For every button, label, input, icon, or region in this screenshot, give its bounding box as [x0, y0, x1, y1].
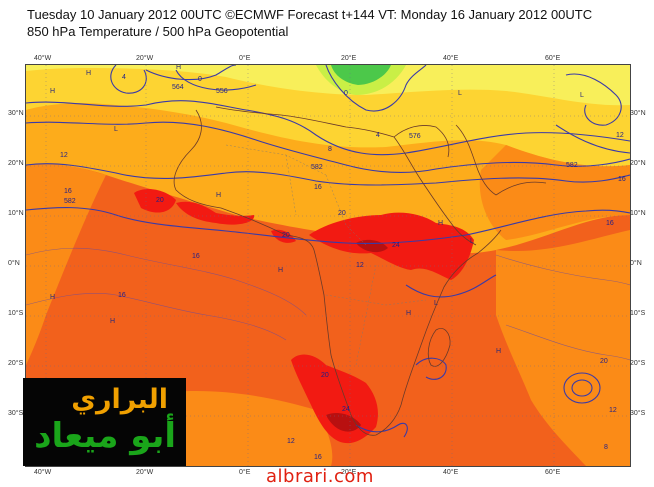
left-lat-tick: 20°N — [8, 160, 24, 167]
high-pressure-label: H — [86, 70, 91, 77]
low-pressure-label: L — [470, 238, 474, 245]
bottom-lon-tick: 40°W — [34, 469, 52, 476]
left-lat-tick: 10°S — [8, 310, 24, 317]
band-green — [331, 65, 391, 85]
right-lat-tick: 30°N — [630, 110, 646, 117]
left-lat-tick: 10°N — [8, 210, 24, 217]
contour-value-label: 20 — [282, 232, 290, 239]
right-lat-tick: 0°N — [630, 260, 642, 267]
right-lat-tick: 10°N — [630, 210, 646, 217]
coastlines — [173, 106, 547, 436]
high-pressure-label: H — [278, 267, 283, 274]
bottom-lon-tick: 20°W — [136, 469, 154, 476]
high-pressure-label: H — [176, 65, 181, 71]
logo-line-1: البراري — [71, 384, 168, 415]
contour-value-label: 16 — [618, 176, 626, 183]
high-pressure-label: H — [496, 348, 501, 355]
high-pressure-label: H — [406, 310, 411, 317]
high-pressure-label: H — [216, 192, 221, 199]
contour-value-label: 582 — [64, 198, 76, 205]
contour-value-label: 16 — [314, 454, 322, 461]
contour-value-label: 20 — [338, 210, 346, 217]
contour-value-label: 16 — [606, 220, 614, 227]
low-pressure-label: L — [114, 126, 118, 133]
band-amber — [26, 65, 630, 167]
contour-value-label: 20 — [156, 197, 164, 204]
left-lat-tick: 30°N — [8, 110, 24, 117]
top-lon-tick: 40°W — [34, 55, 52, 62]
contour-value-label: 12 — [287, 438, 295, 445]
top-lon-tick: 0°E — [239, 55, 251, 62]
high-pressure-label: H — [50, 294, 55, 301]
contour-value-label: 12 — [609, 407, 617, 414]
contour-value-label: 16 — [118, 292, 126, 299]
brand-logo: البراري أبو ميعاد — [23, 378, 186, 466]
left-lat-tick: 30°S — [8, 410, 24, 417]
low-pressure-label: L — [434, 300, 438, 307]
contour-value-label: 0 — [344, 90, 348, 97]
west-orange — [26, 163, 106, 365]
contour-value-label: 8 — [604, 444, 608, 451]
east-orange-sector — [496, 230, 630, 466]
red-sahel-center — [176, 201, 255, 225]
right-lat-tick: 20°S — [630, 360, 646, 367]
high-pressure-label: H — [438, 220, 443, 227]
contour-value-label: 20 — [600, 358, 608, 365]
top-lon-tick: 20°E — [341, 55, 357, 62]
map-title: Tuesday 10 January 2012 00UTC ©ECMWF For… — [27, 7, 593, 22]
contour-value-label: 12 — [356, 262, 364, 269]
map-subtitle: 850 hPa Temperature / 500 hPa Geopotenti… — [27, 24, 289, 39]
right-lat-tick: 30°S — [630, 410, 646, 417]
bottom-lon-tick: 20°E — [341, 469, 357, 476]
contour-value-label: 4 — [122, 74, 126, 81]
contour-value-label: 24 — [392, 242, 400, 249]
high-pressure-label: H — [110, 318, 115, 325]
geopotential-contours — [26, 65, 630, 438]
right-lat-tick: 10°S — [630, 310, 646, 317]
top-lon-tick: 20°W — [136, 55, 154, 62]
right-lat-tick: 20°N — [630, 160, 646, 167]
left-lat-tick: 0°N — [8, 260, 20, 267]
contour-value-label: 16 — [192, 253, 200, 260]
contour-value-label: 556 — [216, 88, 228, 95]
red-sahel-west — [134, 189, 176, 213]
contour-value-label: 8 — [328, 146, 332, 153]
bottom-lon-tick: 40°E — [443, 469, 459, 476]
contour-value-label: 0 — [198, 76, 202, 83]
high-pressure-label: H — [50, 88, 55, 95]
top-lon-tick: 40°E — [443, 55, 459, 62]
top-lon-tick: 60°E — [545, 55, 561, 62]
contour-value-label: 582 — [311, 164, 323, 171]
low-pressure-label: L — [580, 92, 584, 99]
watermark: albrari.com — [266, 466, 374, 487]
pressure-label-layer: H L H H L H H H H L L H H H L — [50, 65, 584, 355]
contour-value-label: 576 — [409, 133, 421, 140]
red-west-africa — [271, 229, 296, 243]
contour-value-label: 24 — [342, 406, 350, 413]
contour-value-label: 12 — [60, 152, 68, 159]
bottom-lon-tick: 0°E — [239, 469, 251, 476]
contour-value-label: 16 — [314, 184, 322, 191]
contour-value-label: 16 — [64, 188, 72, 195]
contour-label-layer: 4 0 556 564 0 4 576 8 582 12 16 582 20 20 16 16 16 24 20 12… — [60, 74, 626, 461]
bottom-lon-tick: 60°E — [545, 469, 561, 476]
temperature-isolines — [26, 247, 630, 361]
low-pressure-label: L — [458, 90, 462, 97]
contour-value-label: 582 — [566, 162, 578, 169]
contour-value-label: 12 — [616, 132, 624, 139]
logo-line-2: أبو ميعاد — [34, 416, 176, 456]
contour-value-label: 4 — [376, 132, 380, 139]
ne-orange — [479, 145, 630, 240]
contour-value-label: 20 — [321, 372, 329, 379]
contour-value-label: 564 — [172, 84, 184, 91]
country-borders — [225, 144, 427, 366]
left-lat-tick: 20°S — [8, 360, 24, 367]
band-yellow — [26, 65, 630, 106]
